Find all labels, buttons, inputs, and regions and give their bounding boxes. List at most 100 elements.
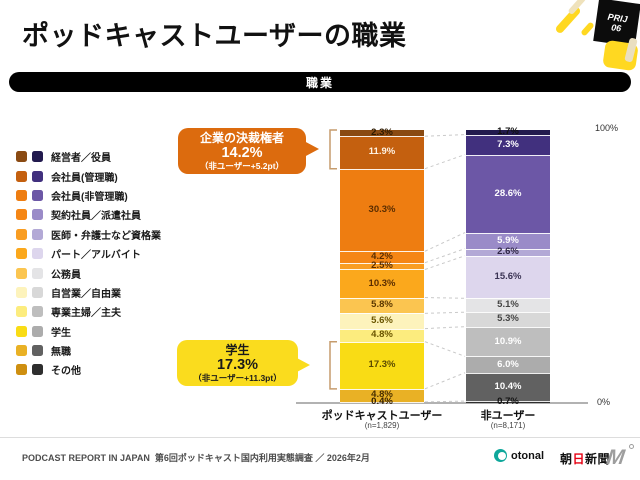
legend-swatch-nonuser: [32, 189, 43, 201]
legend-row: 専業主婦／主夫: [16, 302, 161, 321]
legend-swatch-nonuser: [32, 209, 43, 221]
bar-segment: [466, 326, 550, 357]
legend-swatch-nonuser: [32, 170, 43, 182]
page-title: ポッドキャストユーザーの職業: [22, 21, 407, 51]
footer-caption: PODCAST REPORT IN JAPAN 第6回ポッドキャスト国内利用実態…: [22, 451, 370, 464]
decor-streak-icon: [580, 21, 595, 37]
bar-segment: [340, 401, 424, 403]
legend-label: その他: [51, 366, 81, 378]
legend-swatch-user: [16, 286, 27, 298]
footer-divider: [0, 437, 640, 438]
otonal-wordmark: otonal: [511, 449, 544, 462]
legend-label: 会社員(管理職): [51, 172, 118, 184]
bar-segment: [466, 298, 550, 313]
segment-connector-line: [424, 134, 466, 137]
bar-segment: [466, 312, 550, 327]
bar-category-label: ポッドキャストユーザー: [321, 410, 443, 422]
badge-line2: 06: [610, 21, 622, 34]
bar-segment-label: 30.3%: [368, 203, 396, 215]
legend-row: パート／アルバイト: [16, 244, 161, 263]
legend-swatch-user: [16, 189, 27, 201]
legend-label: 専業主婦／主夫: [51, 308, 121, 320]
bar-segment: [340, 313, 424, 329]
legend-swatch-nonuser: [32, 151, 43, 163]
legend-swatch-nonuser: [32, 248, 43, 260]
legend-label: 医師・弁護士など資格業: [51, 230, 161, 242]
bar-segment: [466, 154, 550, 233]
segment-connector-line: [424, 248, 466, 264]
bar-segment: [340, 388, 424, 402]
footer-report-name: PODCAST REPORT IN JAPAN: [22, 453, 150, 463]
callout-title: 企業の決裁権者: [199, 131, 284, 145]
segment-connector-line: [424, 372, 466, 390]
callout-pointer-icon: [304, 141, 319, 157]
group-bracket: [329, 129, 337, 170]
bar-segment-label: 4.8%: [371, 389, 393, 401]
legend-swatch-nonuser: [32, 267, 43, 279]
segment-connector-line: [424, 311, 466, 314]
legend-label: 契約社員／派遣社員: [51, 211, 141, 223]
bar-0: 2.3% 11.9% 30.3% 4.2% 2.5% 10.3% 5.8% 5.6% 4.8% 1…: [340, 127, 424, 407]
bar-category-label: 非ユーザー: [480, 410, 536, 422]
legend-row: 医師・弁護士など資格業: [16, 225, 161, 244]
bar-segment-label: 2.6%: [497, 246, 519, 258]
bar-segment-label: 2.3%: [371, 127, 393, 139]
legend-swatch-nonuser: [32, 325, 43, 337]
segment-connector-line: [424, 154, 466, 170]
bar-segment: [340, 297, 424, 314]
callout-students: 学生 17.3% （非ユーザー+11.3pt）: [177, 340, 298, 386]
legend-row: 契約社員／派遣社員: [16, 205, 161, 224]
bar-segment-label: 15.6%: [494, 271, 522, 282]
bar-segment-label: 0.7%: [497, 396, 519, 408]
legend-swatch-nonuser: [32, 364, 43, 376]
bar-segment: [340, 168, 424, 252]
group-bracket: [329, 340, 337, 390]
segment-connector-line: [424, 400, 466, 403]
section-header-label: 職業: [305, 75, 334, 90]
legend-swatch-user: [16, 151, 27, 163]
segment-connector-line: [424, 255, 466, 270]
callout-value: 17.3%: [216, 357, 259, 373]
bar-n-label: (n=1,829): [364, 421, 400, 430]
asahi-text: 朝: [560, 452, 573, 466]
bar-segment-label: 10.9%: [494, 335, 522, 347]
legend-label: パート／アルバイト: [51, 250, 141, 262]
bar-segment-label: 28.6%: [494, 187, 522, 199]
legend-row: 公務員: [16, 263, 161, 282]
bar-segment-label: 4.8%: [371, 329, 393, 341]
legend-label: 学生: [51, 327, 71, 339]
bar-segment: [340, 328, 424, 342]
legend-swatch-user: [16, 170, 27, 182]
bar-segment-label: 5.3%: [497, 313, 519, 325]
legend-swatch-user: [16, 306, 27, 318]
bar-segment: [340, 251, 424, 263]
bar-segment-label: 5.9%: [497, 234, 519, 246]
bar-segment-label: 1.7%: [497, 126, 519, 138]
bar-segment: [466, 255, 550, 299]
asahi-text: 新聞: [585, 452, 611, 466]
segment-connector-line: [424, 297, 466, 299]
m-mark-logo: M: [605, 446, 627, 469]
callout-decision-makers: 企業の決裁権者 14.2% （非ユーザー+5.2pt）: [178, 128, 306, 174]
legend-swatch-user: [16, 325, 27, 337]
bar-segment-label: 5.6%: [371, 314, 393, 326]
asahi-shimbun-logo: 朝日新聞: [560, 450, 610, 467]
legend-swatch-user: [16, 228, 27, 240]
legend-swatch-user: [16, 248, 27, 260]
bar-segment-label: 4.2%: [371, 250, 393, 262]
segment-connector-line: [424, 341, 466, 357]
legend-swatch-nonuser: [32, 286, 43, 298]
chart-legend: 経営者／役員 会社員(管理職) 会社員(非管理職) 契約社員／派遣社員 医師・弁護士など…: [16, 147, 161, 380]
bar-segment-label: 2.5%: [371, 260, 393, 272]
bar-segment: [466, 130, 550, 135]
footer-survey-name: 第6回ポッドキャスト国内利用実態調査 ／ 2026年2月: [154, 453, 370, 463]
bar-segment: [466, 401, 550, 403]
bar-segment: [466, 372, 550, 402]
bar-segment-label: 5.1%: [497, 299, 519, 311]
bar-segment: [340, 262, 424, 270]
legend-label: 経営者／役員: [51, 153, 111, 165]
legend-label: 自営業／自由業: [51, 288, 121, 300]
segment-connector-line: [424, 326, 466, 330]
bar-segment-label: 10.3%: [368, 277, 396, 289]
m-mark-ring-icon: [629, 444, 634, 449]
